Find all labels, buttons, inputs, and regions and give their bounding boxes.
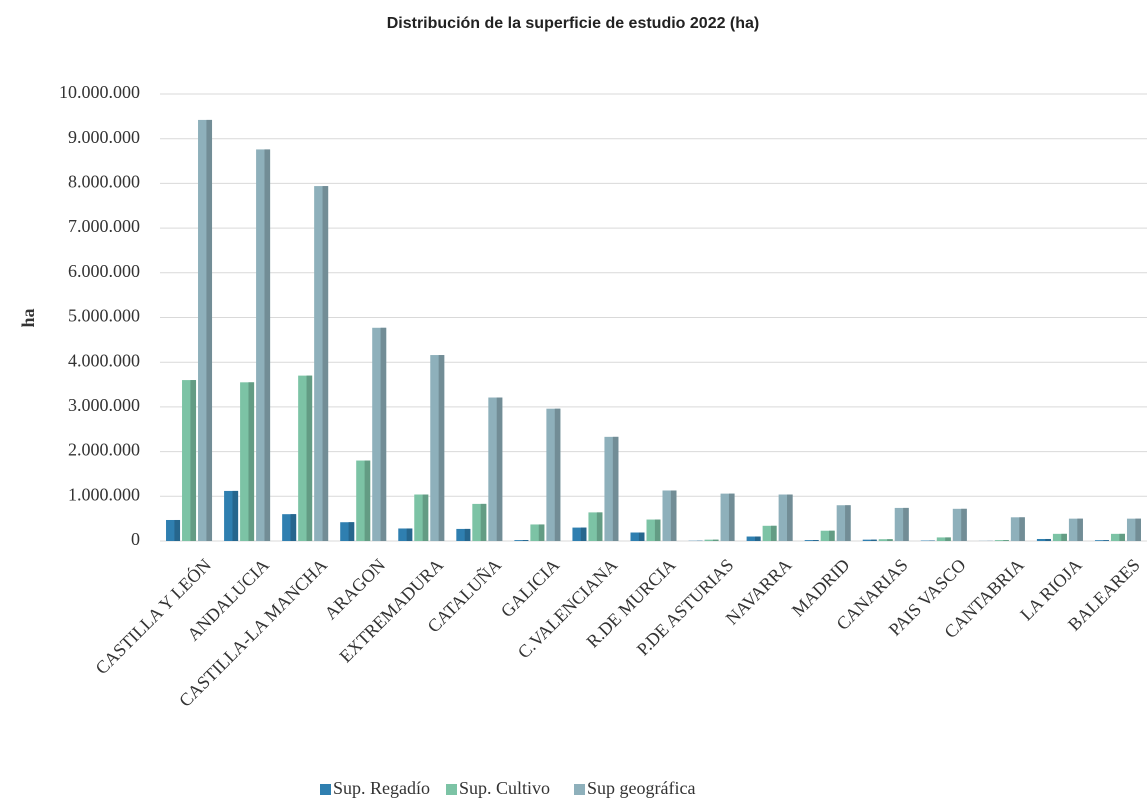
y-tick-label: 7.000.000 bbox=[68, 216, 140, 236]
x-tick-label: EXTREMADURA bbox=[335, 555, 447, 667]
y-tick-label: 8.000.000 bbox=[68, 172, 140, 192]
bar-shade bbox=[813, 540, 819, 541]
bar bbox=[630, 532, 645, 541]
bar bbox=[1052, 533, 1067, 541]
bar-shade bbox=[1061, 533, 1067, 541]
bar bbox=[862, 539, 877, 541]
bar-shade bbox=[174, 519, 181, 541]
bar-shade bbox=[422, 494, 429, 541]
bar-shade bbox=[845, 505, 851, 541]
bar bbox=[820, 530, 835, 541]
bar-shade bbox=[580, 527, 587, 541]
bar-shade bbox=[464, 528, 471, 541]
bar-shade bbox=[248, 382, 255, 541]
y-tick-label: 2.000.000 bbox=[68, 440, 140, 460]
bar-shade bbox=[554, 408, 561, 541]
bar-shade bbox=[771, 525, 777, 541]
bar-shade bbox=[871, 539, 877, 541]
bar-shade bbox=[961, 508, 967, 541]
bar-shade bbox=[903, 507, 909, 541]
bar-shade bbox=[190, 380, 197, 541]
bar-shade bbox=[348, 522, 355, 541]
bar-shade bbox=[538, 524, 545, 541]
bar bbox=[746, 536, 761, 541]
legend-label: Sup. Regadío bbox=[333, 778, 430, 798]
bar-shade bbox=[1103, 540, 1109, 541]
bar-shade bbox=[755, 536, 761, 541]
chart-title: Distribución de la superficie de estudio… bbox=[387, 15, 760, 32]
y-tick-label: 6.000.000 bbox=[68, 261, 140, 281]
x-tick-label: C.VALENCIANA bbox=[514, 555, 622, 663]
bar-shade bbox=[380, 327, 387, 541]
bar-shade bbox=[612, 436, 619, 541]
y-tick-label: 4.000.000 bbox=[68, 350, 140, 370]
bar-shade bbox=[1077, 518, 1083, 541]
bar-shade bbox=[522, 540, 529, 541]
bar bbox=[936, 537, 951, 541]
bar-shade bbox=[406, 528, 413, 541]
y-tick-label: 10.000.000 bbox=[59, 82, 140, 102]
bar bbox=[514, 540, 529, 541]
bar-shade bbox=[712, 539, 719, 541]
bar bbox=[1110, 533, 1125, 541]
bar-shade bbox=[1045, 538, 1051, 541]
bar-shade bbox=[496, 397, 503, 541]
legend-swatch bbox=[446, 784, 457, 795]
bar-shade bbox=[887, 539, 893, 541]
bar bbox=[1036, 538, 1051, 541]
bar bbox=[704, 539, 719, 541]
bar-shade bbox=[290, 514, 297, 541]
bar-shade bbox=[728, 493, 735, 541]
y-tick-label: 9.000.000 bbox=[68, 127, 140, 147]
bar-shade bbox=[638, 532, 645, 541]
bar-shade bbox=[1135, 518, 1141, 541]
y-tick-label: 0 bbox=[131, 529, 140, 549]
bar-shade bbox=[364, 460, 371, 541]
bar-shade bbox=[206, 119, 213, 542]
bar bbox=[994, 540, 1009, 541]
bar-shade bbox=[264, 149, 271, 542]
y-axis-title: ha bbox=[18, 308, 38, 327]
bar bbox=[804, 540, 819, 541]
bar-shade bbox=[596, 512, 603, 541]
bar-shade bbox=[438, 355, 445, 541]
bar-shade bbox=[322, 186, 329, 541]
bar-shade bbox=[232, 490, 239, 541]
legend-label: Sup. Cultivo bbox=[459, 778, 550, 798]
y-tick-label: 5.000.000 bbox=[68, 306, 140, 326]
bar-shade bbox=[480, 503, 487, 541]
bar-shade bbox=[829, 530, 835, 541]
bar-shade bbox=[306, 375, 313, 541]
bar-shade bbox=[787, 494, 793, 541]
legend-label: Sup geográfica bbox=[587, 778, 695, 798]
y-tick-label: 3.000.000 bbox=[68, 395, 140, 415]
bar-shade bbox=[1003, 540, 1009, 541]
y-tick-label: 1.000.000 bbox=[68, 484, 140, 504]
legend-swatch bbox=[320, 784, 331, 795]
bar-shade bbox=[654, 519, 661, 541]
bar bbox=[1094, 540, 1109, 541]
bar-shade bbox=[670, 490, 677, 541]
bar-shade bbox=[1119, 533, 1125, 541]
bar-shade bbox=[1019, 517, 1025, 541]
bar bbox=[878, 539, 893, 541]
bar-shade bbox=[945, 537, 951, 541]
legend-swatch bbox=[574, 784, 585, 795]
